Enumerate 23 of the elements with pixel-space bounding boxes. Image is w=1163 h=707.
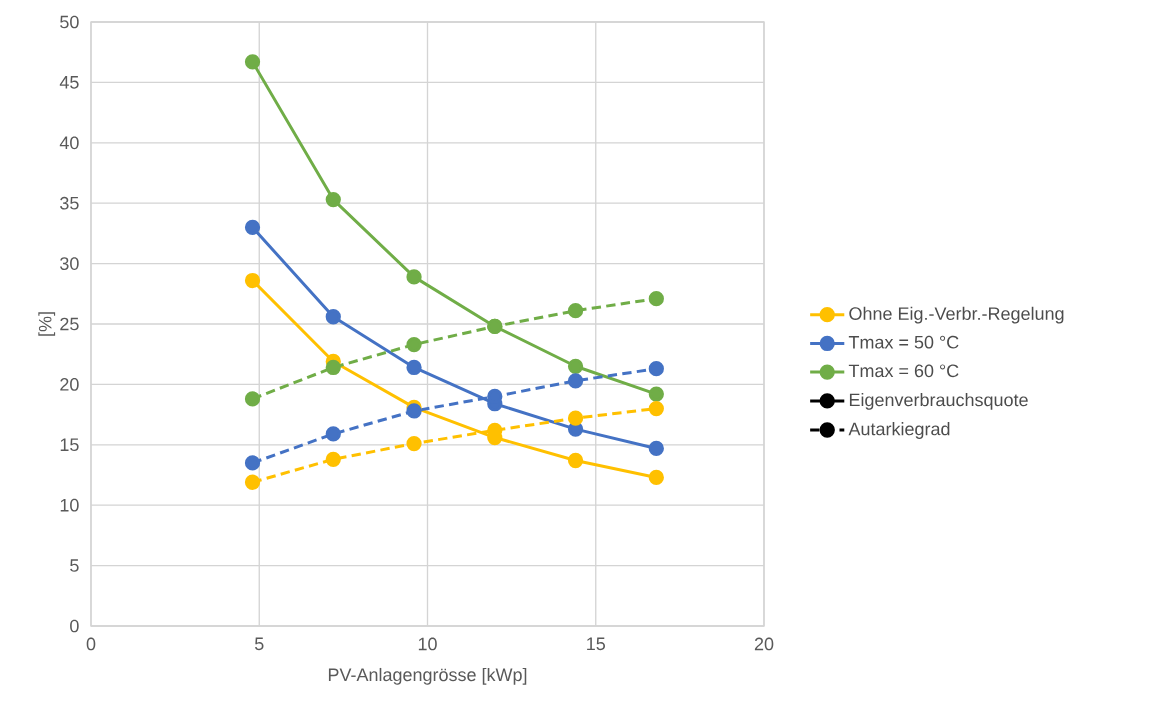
y-tick-label: 25 <box>60 317 79 331</box>
x-tick-label: 5 <box>254 637 264 651</box>
y-tick-label: 15 <box>60 438 79 452</box>
x-axis-title: PV-Anlagengrösse [kWp] <box>328 667 527 685</box>
x-tick-label: 10 <box>418 637 437 651</box>
x-tick-label: 20 <box>754 637 774 651</box>
y-tick-label: 10 <box>60 498 79 512</box>
legend-label: Tmax = 50 °C <box>848 335 959 349</box>
y-tick-label: 45 <box>59 76 79 89</box>
legend-label: Eigenverbrauchsquote <box>849 393 1028 410</box>
legend-label: Ohne Eig.-Verbr.-Regelung <box>849 306 1064 324</box>
y-tick-label: 0 <box>70 619 79 633</box>
x-tick-label: 15 <box>587 637 606 651</box>
y-tick-label: 40 <box>59 136 79 150</box>
x-tick-label: 0 <box>86 637 96 651</box>
legend-label: Tmax = 60 °C <box>848 364 959 378</box>
legend-label: Autarkiegrad <box>848 422 950 439</box>
y-tick-label: 20 <box>60 378 79 391</box>
y-tick-label: 30 <box>60 257 79 270</box>
y-axis-title: [%] <box>38 312 56 336</box>
y-tick-label: 50 <box>60 15 79 29</box>
y-tick-label: 5 <box>70 559 79 572</box>
y-tick-label: 35 <box>60 196 79 210</box>
